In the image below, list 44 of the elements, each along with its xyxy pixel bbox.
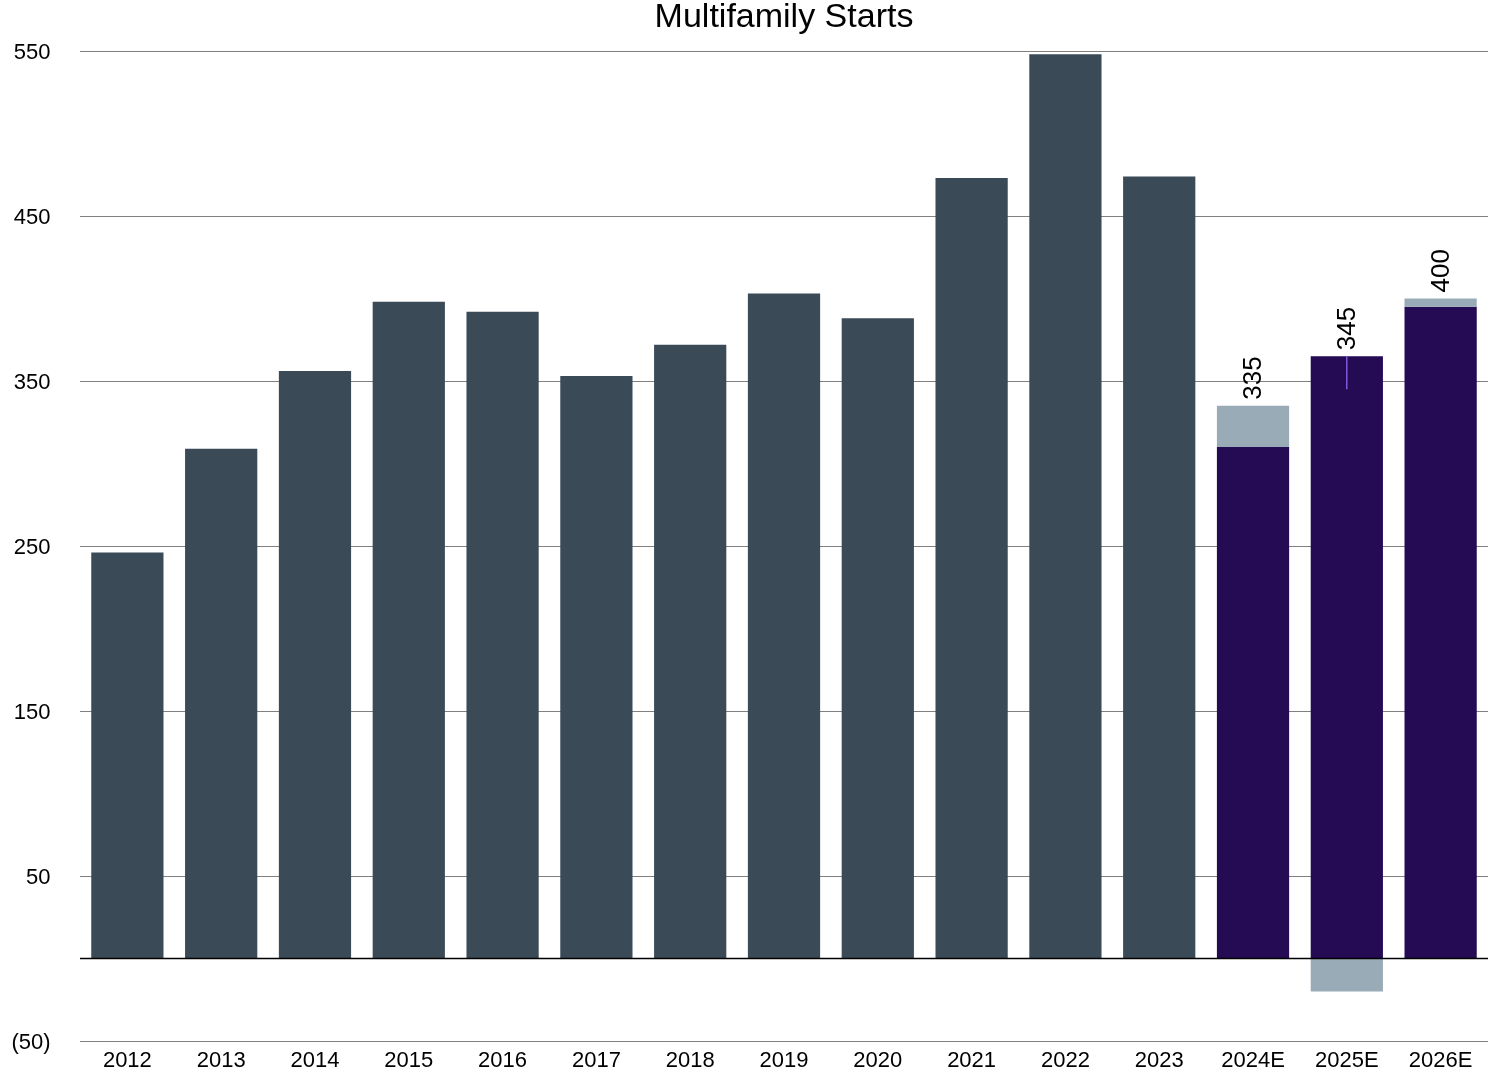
bar — [935, 178, 1008, 959]
total-label: 400 — [1424, 249, 1455, 293]
x-tick-label: 2019 — [759, 1046, 809, 1072]
y-tick-label: 50 — [26, 863, 51, 889]
x-tick-label: 2020 — [853, 1046, 903, 1072]
bar — [1310, 958, 1383, 992]
bar — [747, 293, 821, 959]
x-tick-label: 2021 — [947, 1046, 997, 1072]
total-label: 335 — [1237, 356, 1268, 400]
bar — [372, 301, 445, 959]
x-tick-label: 2025E — [1315, 1046, 1379, 1072]
x-tick-label: 2012 — [102, 1046, 152, 1072]
bar — [278, 371, 352, 959]
x-tick-label: 2013 — [196, 1046, 246, 1072]
x-tick-label: 2014 — [290, 1046, 340, 1072]
y-tick-label: 450 — [13, 203, 51, 229]
x-tick-label: 2018 — [665, 1046, 715, 1072]
bar — [654, 344, 727, 959]
x-tick-label: 2017 — [571, 1046, 621, 1072]
x-tick-label: 2015 — [384, 1046, 434, 1072]
y-tick-label: 350 — [13, 368, 51, 394]
y-tick-label: 250 — [13, 533, 51, 559]
x-tick-label: 2022 — [1040, 1046, 1090, 1072]
y-tick-label: (50) — [11, 1028, 51, 1054]
chart-title: Multifamily Starts — [654, 0, 914, 34]
x-tick-label: 2016 — [478, 1046, 528, 1072]
bar — [91, 552, 164, 959]
bar — [1404, 298, 1477, 307]
x-tick-label: 2026E — [1408, 1046, 1473, 1072]
y-tick-label: 150 — [13, 698, 51, 724]
bar — [1216, 447, 1290, 959]
total-label: 345 — [1330, 306, 1361, 351]
x-tick-label: 2024E — [1221, 1046, 1285, 1072]
bar — [841, 318, 914, 959]
bar — [560, 376, 633, 959]
x-tick-label: 2023 — [1134, 1046, 1184, 1072]
bar — [1029, 54, 1102, 959]
bar — [185, 448, 258, 959]
bar — [1216, 405, 1290, 447]
bar — [1310, 356, 1383, 959]
bar — [466, 311, 539, 959]
y-tick-label: 550 — [13, 38, 51, 64]
bar — [1404, 306, 1477, 959]
bar — [1123, 176, 1196, 959]
